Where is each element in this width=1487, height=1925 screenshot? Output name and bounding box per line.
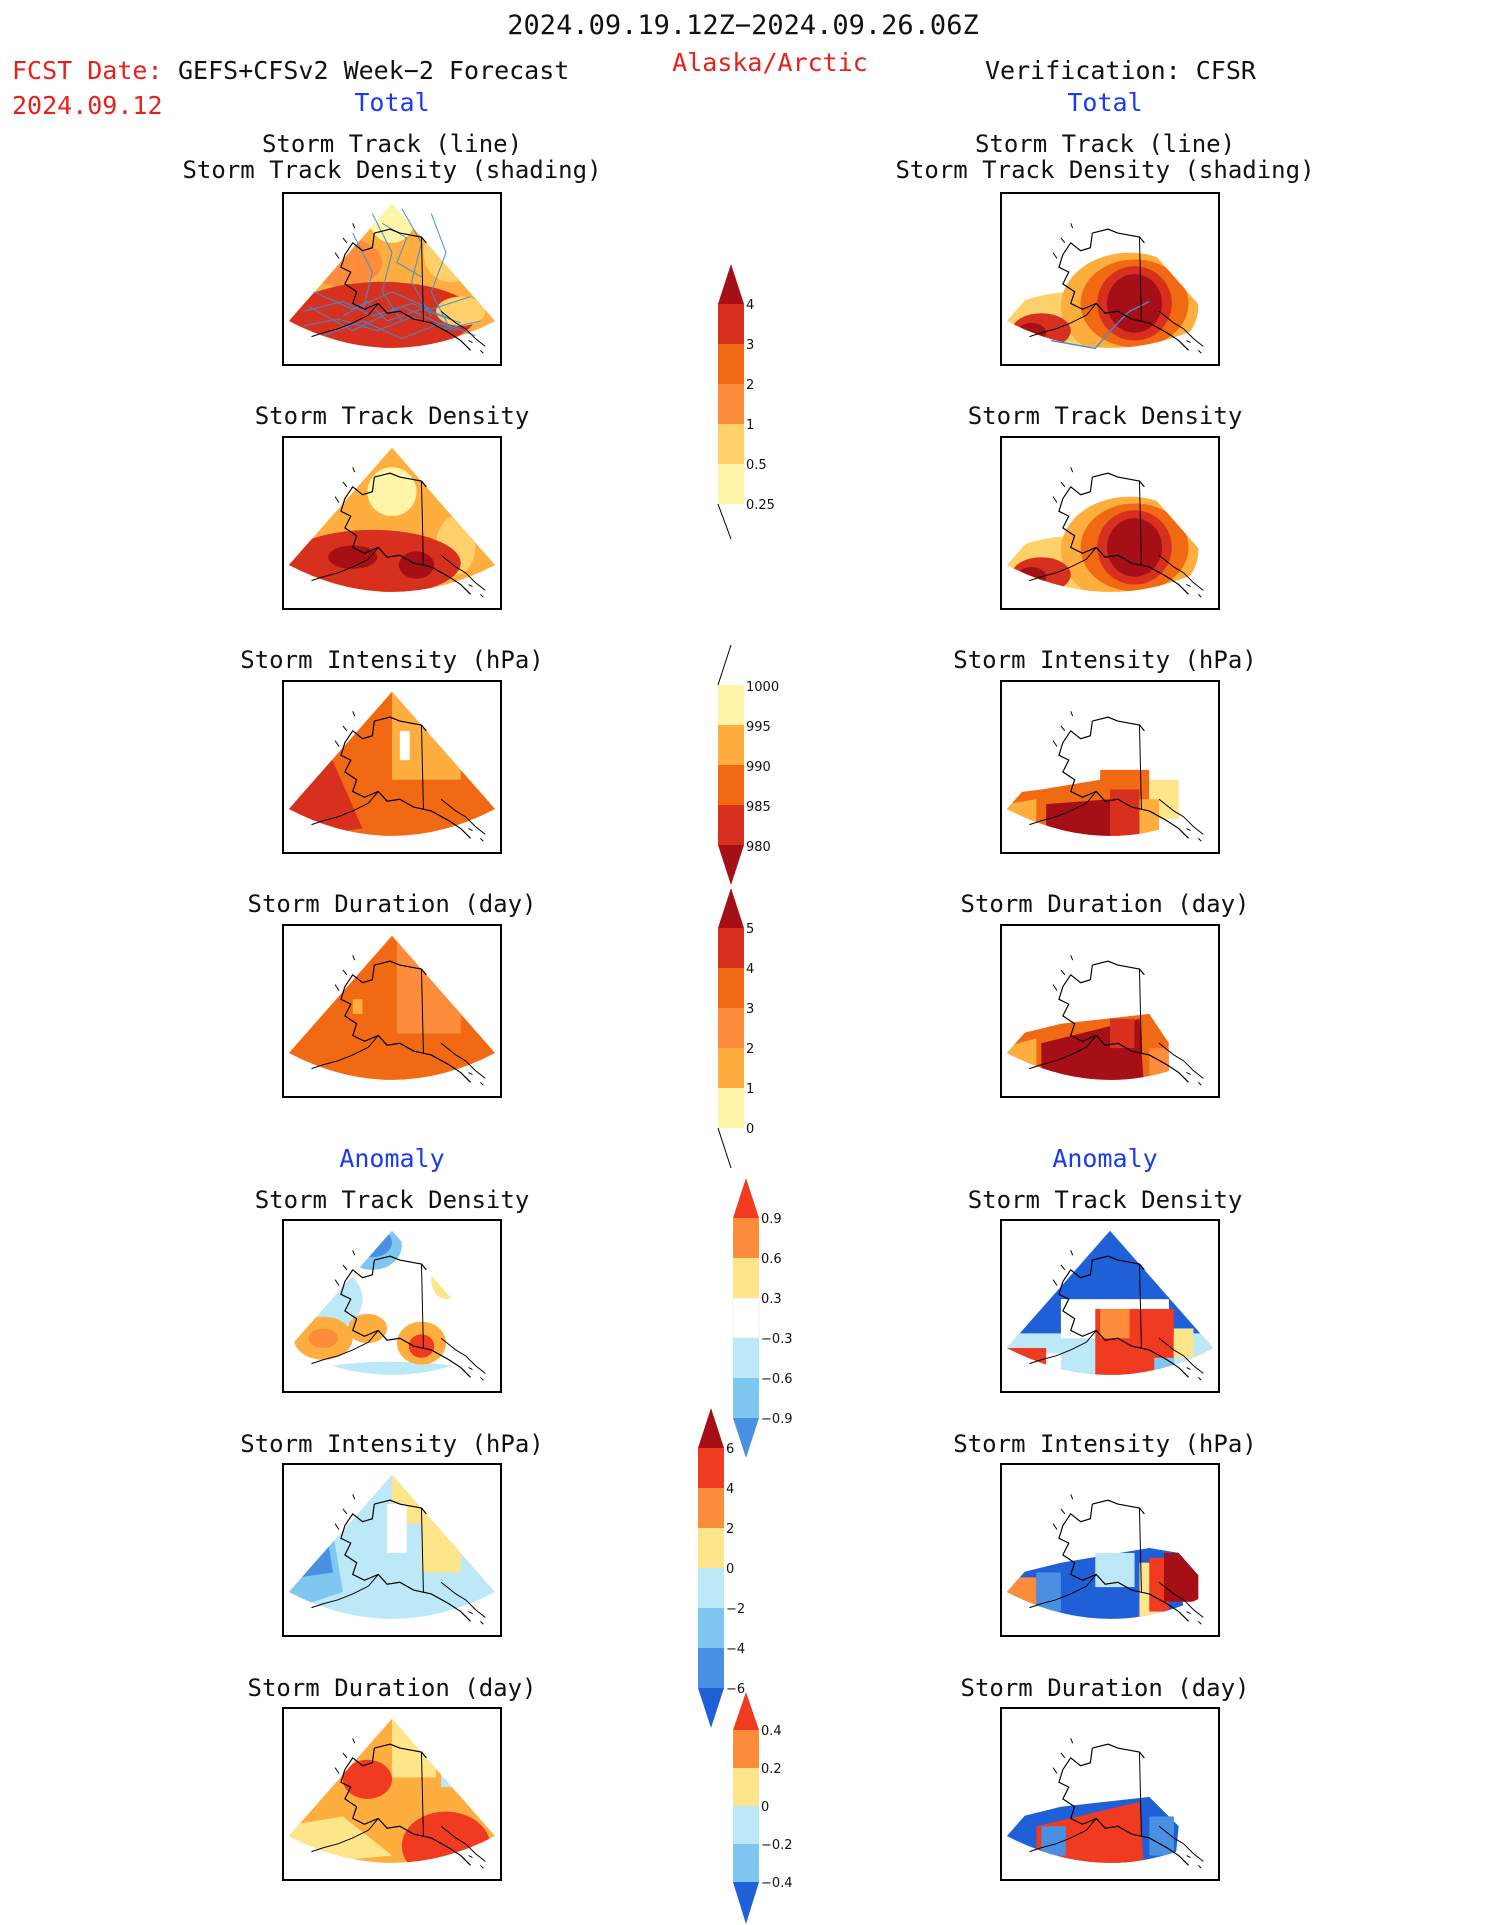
title-anom-track-density-right: Storm Track Density xyxy=(967,1186,1243,1214)
anomaly-label-right: Anomaly xyxy=(1052,1144,1158,1173)
map-verif-anom-duration xyxy=(1000,1707,1220,1881)
title-track-line-left: Storm Track (line) xyxy=(261,130,523,158)
map-verif-duration xyxy=(1000,924,1220,1098)
title-track-density-left: Storm Track Density xyxy=(254,402,530,430)
tick-intensity-990: 990 xyxy=(746,760,771,775)
verification-label: Verification: CFSR xyxy=(985,56,1256,85)
map-fcst-track-line xyxy=(282,192,502,366)
tick-duration-0: 0 xyxy=(746,1122,755,1137)
tick-density-4: 4 xyxy=(746,298,755,313)
colorbar-density-anom-svg xyxy=(732,1178,760,1458)
tick-anom-duration-02: 0.2 xyxy=(761,1762,782,1777)
tick-anom-density-03: 0.3 xyxy=(761,1292,782,1307)
map-verif-intensity xyxy=(1000,680,1220,854)
tick-duration-1: 1 xyxy=(746,1082,755,1097)
tick-intensity-995: 995 xyxy=(746,720,771,735)
tick-anom-duration-m04: −0.4 xyxy=(761,1876,793,1891)
map-fcst-anom-density xyxy=(282,1219,502,1393)
map-verif-track-density xyxy=(1000,436,1220,610)
tick-anom-intensity-2: 2 xyxy=(726,1522,735,1537)
map-verif-track-line xyxy=(1000,192,1220,366)
tick-anom-density-m03: −0.3 xyxy=(761,1332,793,1347)
title-anom-duration-right: Storm Duration (day) xyxy=(960,1674,1250,1702)
colorbar-density-total xyxy=(716,264,746,548)
colorbar-duration-anom-svg xyxy=(733,1692,759,1924)
colorbar-duration-total xyxy=(716,888,746,1172)
tick-density-1: 1 xyxy=(746,418,755,433)
map-verif-anom-intensity xyxy=(1000,1463,1220,1637)
total-label-left: Total xyxy=(354,88,430,117)
tick-duration-4: 4 xyxy=(746,962,755,977)
map-verif-anom-density xyxy=(1000,1219,1220,1393)
title-intensity-left: Storm Intensity (hPa) xyxy=(240,646,544,674)
colorbar-intensity-anom xyxy=(696,1408,726,1732)
tick-anom-intensity-0: 0 xyxy=(726,1562,735,1577)
title-anom-intensity-left: Storm Intensity (hPa) xyxy=(240,1430,544,1458)
anomaly-label-left: Anomaly xyxy=(339,1144,445,1173)
tick-duration-5: 5 xyxy=(746,922,755,937)
title-track-density-shading-left: Storm Track Density (shading) xyxy=(182,156,602,184)
colorbar-intensity-total-svg xyxy=(717,644,744,885)
total-label-right: Total xyxy=(1067,88,1143,117)
title-anom-track-density-left: Storm Track Density xyxy=(254,1186,530,1214)
colorbar-density-anom xyxy=(731,1178,761,1462)
tick-intensity-985: 985 xyxy=(746,800,771,815)
tick-density-05: 0.5 xyxy=(746,458,767,473)
map-fcst-anom-duration xyxy=(282,1707,502,1881)
tick-intensity-1000: 1000 xyxy=(746,680,780,695)
title-anom-intensity-right: Storm Intensity (hPa) xyxy=(953,1430,1257,1458)
tick-intensity-980: 980 xyxy=(746,840,771,855)
tick-anom-density-m06: −0.6 xyxy=(761,1372,793,1387)
colorbar-duration-total-svg xyxy=(717,888,744,1169)
colorbar-duration-anom xyxy=(731,1692,761,1925)
tick-anom-duration-0: 0 xyxy=(761,1800,770,1815)
tick-density-3: 3 xyxy=(746,338,755,353)
tick-anom-duration-04: 0.4 xyxy=(761,1724,782,1739)
tick-density-025: 0.25 xyxy=(746,498,775,513)
title-intensity-right: Storm Intensity (hPa) xyxy=(953,646,1257,674)
colorbar-intensity-anom-svg xyxy=(698,1408,724,1728)
title-track-density-shading-right: Storm Track Density (shading) xyxy=(895,156,1315,184)
title-anom-duration-left: Storm Duration (day) xyxy=(247,1674,537,1702)
fcst-date-label: FCST Date: xyxy=(12,56,163,85)
map-fcst-duration xyxy=(282,924,502,1098)
tick-anom-intensity-m2: −2 xyxy=(726,1602,746,1617)
colorbar-density-total-svg xyxy=(717,264,744,540)
tick-duration-2: 2 xyxy=(746,1042,755,1057)
region-title: Alaska/Arctic xyxy=(672,48,868,77)
tick-anom-density-06: 0.6 xyxy=(761,1252,782,1267)
tick-anom-intensity-m4: −4 xyxy=(726,1642,746,1657)
fcst-model: GEFS+CFSv2 Week−2 Forecast xyxy=(178,56,570,85)
tick-anom-intensity-4: 4 xyxy=(726,1482,735,1497)
tick-anom-density-09: 0.9 xyxy=(761,1212,782,1227)
title-duration-left: Storm Duration (day) xyxy=(247,890,537,918)
tick-anom-intensity-m6: −6 xyxy=(726,1682,746,1697)
title-track-density-right: Storm Track Density xyxy=(967,402,1243,430)
tick-anom-density-m09: −0.9 xyxy=(761,1412,793,1427)
map-fcst-intensity xyxy=(282,680,502,854)
title-track-line-right: Storm Track (line) xyxy=(974,130,1236,158)
tick-anom-intensity-6: 6 xyxy=(726,1442,735,1457)
tick-density-2: 2 xyxy=(746,378,755,393)
tick-anom-duration-m02: −0.2 xyxy=(761,1838,793,1853)
map-fcst-track-density xyxy=(282,436,502,610)
period-title: 2024.09.19.12Z−2024.09.26.06Z xyxy=(507,10,979,41)
title-duration-right: Storm Duration (day) xyxy=(960,890,1250,918)
tick-duration-3: 3 xyxy=(746,1002,755,1017)
colorbar-intensity-total xyxy=(716,644,746,889)
fcst-date-value: 2024.09.12 xyxy=(12,91,163,120)
map-fcst-anom-intensity xyxy=(282,1463,502,1637)
